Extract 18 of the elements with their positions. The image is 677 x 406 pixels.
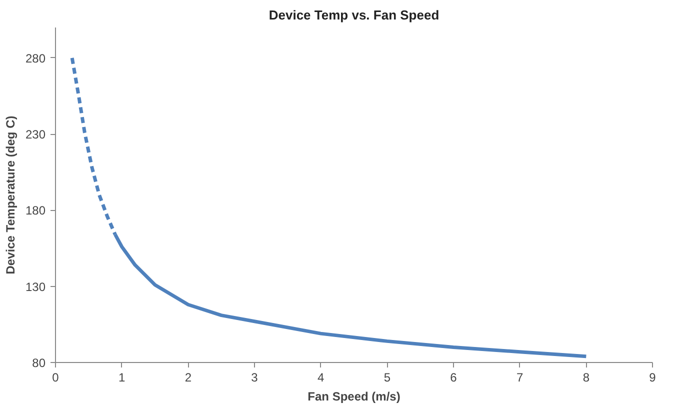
x-tick-label: 1 <box>118 370 126 384</box>
chart-title: Device Temp vs. Fan Speed <box>268 8 440 22</box>
x-tick-label: 0 <box>52 370 60 384</box>
x-tick-label: 6 <box>450 370 458 384</box>
y-tick-label: 230 <box>25 128 46 142</box>
x-tick-label: 5 <box>384 370 391 384</box>
x-tick-label: 2 <box>184 370 192 384</box>
x-tick-label: 8 <box>582 370 590 384</box>
x-tick-label: 4 <box>317 370 324 384</box>
y-tick-label: 280 <box>25 51 46 66</box>
y-axis-title: Device Temperature (deg C) <box>3 116 18 274</box>
x-tick-label: 9 <box>649 370 656 384</box>
x-tick-label: 7 <box>516 370 524 384</box>
y-tick-label: 130 <box>25 280 46 294</box>
x-axis-title: Fan Speed (m/s) <box>308 390 400 404</box>
y-tick-label: 180 <box>25 204 46 218</box>
x-tick-label: 3 <box>251 370 258 384</box>
y-tick-label: 80 <box>32 356 46 370</box>
